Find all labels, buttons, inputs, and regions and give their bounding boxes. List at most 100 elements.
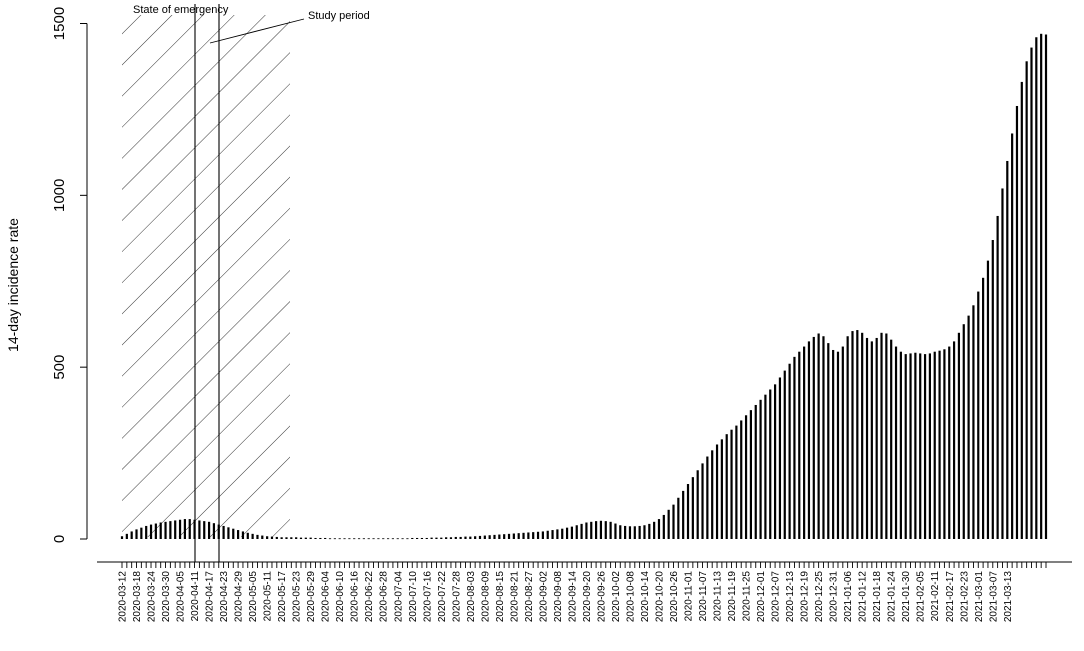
x-tick-label: 2020-11-19 <box>727 571 738 622</box>
x-tick-label: 2020-06-04 <box>321 571 332 623</box>
bar <box>565 527 569 539</box>
bar <box>401 538 404 540</box>
bar <box>832 349 835 539</box>
bar <box>740 420 743 539</box>
x-tick-label: 2020-11-07 <box>698 571 709 622</box>
x-tick-label: 2020-09-20 <box>582 571 593 623</box>
bar <box>391 538 395 540</box>
bar <box>1030 47 1033 540</box>
bar <box>285 537 288 539</box>
bar <box>149 524 153 539</box>
bar <box>643 525 646 539</box>
bar <box>749 410 752 540</box>
bar <box>706 456 709 539</box>
bar <box>614 523 617 539</box>
bar <box>919 353 922 539</box>
bar <box>991 240 994 539</box>
bar <box>648 523 651 539</box>
bar <box>604 521 607 539</box>
bar <box>691 477 694 539</box>
bar <box>522 532 525 539</box>
bar <box>822 336 825 539</box>
x-tick-label: 2020-12-01 <box>756 571 767 623</box>
x-tick-label: 2020-09-02 <box>538 571 549 623</box>
bar <box>420 537 424 539</box>
bar <box>246 532 249 539</box>
hatch-region <box>122 15 290 537</box>
x-tick-label: 2020-05-11 <box>263 571 274 622</box>
bar <box>159 522 162 539</box>
x-tick-label: 2020-07-22 <box>437 571 448 623</box>
x-tick-label: 2020-04-23 <box>219 571 230 623</box>
bar <box>798 351 801 539</box>
bar <box>498 534 501 539</box>
bar <box>203 521 206 539</box>
x-tick-label: 2020-08-27 <box>524 571 535 623</box>
bar <box>696 470 699 539</box>
bar <box>377 538 380 540</box>
bar <box>207 521 211 539</box>
bar <box>599 520 603 539</box>
bar <box>556 529 559 539</box>
x-tick-label: 2020-05-05 <box>248 571 259 623</box>
bar <box>817 333 820 539</box>
bar <box>841 346 844 539</box>
bar <box>493 534 496 539</box>
bar <box>851 331 854 539</box>
x-tick-label: 2020-12-07 <box>771 571 782 623</box>
bar <box>628 526 632 539</box>
x-tick-label: 2021-03-01 <box>974 571 985 623</box>
x-tick-label: 2020-05-29 <box>306 571 317 623</box>
bar <box>575 525 578 539</box>
bar <box>744 415 748 539</box>
bar <box>125 533 128 539</box>
bar <box>773 384 777 539</box>
bar <box>977 291 980 539</box>
y-axis-label: 14-day incidence rate <box>5 218 21 352</box>
x-tick-label: 2020-06-10 <box>335 571 346 623</box>
x-tick-label: 2020-05-17 <box>277 571 288 623</box>
bar <box>445 537 448 539</box>
bar <box>135 529 138 539</box>
bar <box>870 341 873 539</box>
bar <box>314 537 317 539</box>
bar <box>923 354 927 539</box>
x-tick-label: 2021-02-05 <box>916 571 927 623</box>
bar <box>1035 37 1038 539</box>
bar <box>725 434 728 539</box>
bar <box>164 521 167 539</box>
bar <box>212 523 216 539</box>
y-tick-label: 0 <box>51 535 68 543</box>
bar <box>1015 105 1019 539</box>
bar <box>459 536 462 539</box>
x-tick-label: 2020-04-29 <box>234 571 245 623</box>
bar <box>701 463 704 539</box>
bar <box>735 425 738 539</box>
bar <box>357 538 361 540</box>
x-tick-label: 2020-03-30 <box>161 571 172 623</box>
x-tick-label: 2020-08-09 <box>480 571 491 623</box>
y-tick-label: 500 <box>51 355 68 380</box>
bar <box>416 537 419 539</box>
bar <box>295 537 298 539</box>
bar <box>899 351 902 539</box>
bar <box>561 528 564 539</box>
x-tick-label: 2020-12-25 <box>814 571 825 623</box>
bar <box>183 519 186 539</box>
bar <box>536 531 540 539</box>
bar <box>682 490 685 539</box>
bar <box>140 527 143 539</box>
x-tick-label: 2020-07-10 <box>408 571 419 623</box>
bar <box>319 537 322 539</box>
bar <box>720 439 723 539</box>
bar <box>333 538 336 540</box>
bar <box>237 530 240 539</box>
bar <box>730 429 733 539</box>
x-tick-label: 2020-04-05 <box>176 571 187 623</box>
bar <box>198 520 201 539</box>
x-tick-label: 2020-09-08 <box>553 571 564 623</box>
x-tick-label: 2021-03-07 <box>988 571 999 623</box>
x-tick-label: 2020-10-14 <box>640 571 651 623</box>
bar <box>343 538 346 540</box>
